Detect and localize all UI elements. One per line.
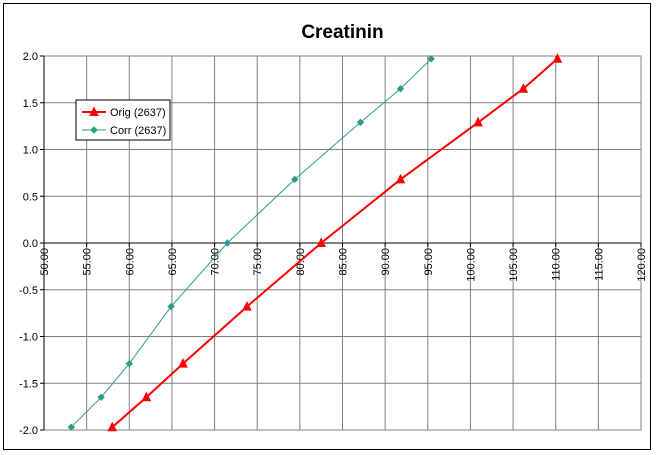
data-point-marker <box>316 237 326 247</box>
chart-title: Creatinin <box>301 22 383 43</box>
x-tick-label: 70.00 <box>210 248 222 276</box>
chart-svg: Creatinin 2.0 1.5 1.0 0.5 0.0 -0.5 -1.0 -1.5 -2.… <box>19 22 648 437</box>
data-point-marker <box>518 83 529 93</box>
data-point-marker <box>291 175 299 184</box>
data-point-marker <box>473 116 483 127</box>
data-point-marker <box>242 300 252 311</box>
y-tick-label: -1.5 <box>19 378 38 390</box>
data-point-marker <box>427 55 435 63</box>
x-tick-label: 100.00 <box>465 248 477 282</box>
legend-label: Orig (2637) <box>110 107 166 119</box>
x-tick-label: 75.00 <box>252 248 264 276</box>
data-point-marker <box>552 53 563 63</box>
data-point-marker <box>223 239 232 247</box>
data-point-marker <box>89 106 99 116</box>
x-tick-label: 105.00 <box>508 248 520 282</box>
x-tick-label: 65.00 <box>167 248 179 276</box>
x-tick-label: 90.00 <box>380 248 392 276</box>
legend-box <box>75 99 171 141</box>
y-tick-label: 1.0 <box>23 145 38 157</box>
x-tick-label: 80.00 <box>295 248 307 276</box>
x-tick-label: 50.00 <box>39 248 51 276</box>
y-tick-label: -1.0 <box>19 332 38 344</box>
x-tick-label: 120.00 <box>636 248 648 282</box>
x-tick-label: 95.00 <box>423 248 435 276</box>
y-tick-label: -0.5 <box>19 285 38 297</box>
series-layer <box>67 53 563 432</box>
y-tick-label: 2.0 <box>23 51 38 63</box>
chart-frame: Creatinin 2.0 1.5 1.0 0.5 0.0 -0.5 -1.0 -1.5 -2.… <box>3 3 651 450</box>
data-point-marker <box>90 126 98 134</box>
data-point-marker <box>356 118 365 127</box>
legend-label: Corr (2637) <box>110 125 166 137</box>
x-tick-label: 85.00 <box>338 248 350 276</box>
data-point-marker <box>97 393 105 401</box>
data-point-marker <box>396 85 405 93</box>
series-corr <box>67 55 435 431</box>
y-tick-label: 1.5 <box>23 98 38 110</box>
legend: Orig (2637) Corr (2637) <box>75 99 171 141</box>
data-point-marker <box>67 423 75 431</box>
x-tick-label: 115.00 <box>593 248 605 281</box>
x-tick-label: 55.00 <box>82 248 94 276</box>
data-point-marker <box>178 357 188 368</box>
data-point-marker <box>395 173 406 184</box>
axes: 2.0 1.5 1.0 0.5 0.0 -0.5 -1.0 -1.5 -2.0 50.00 55.0… <box>19 51 648 437</box>
y-tick-label: 0.0 <box>23 238 38 250</box>
data-point-marker <box>167 302 175 311</box>
data-point-marker <box>107 421 118 432</box>
data-point-marker <box>125 359 133 368</box>
y-tick-label: 0.5 <box>23 191 38 203</box>
data-point-marker <box>141 391 152 402</box>
x-tick-label: 60.00 <box>124 248 136 276</box>
series-orig <box>107 53 563 432</box>
x-tick-label: 110.00 <box>551 248 563 281</box>
y-tick-label: -2.0 <box>19 425 38 437</box>
